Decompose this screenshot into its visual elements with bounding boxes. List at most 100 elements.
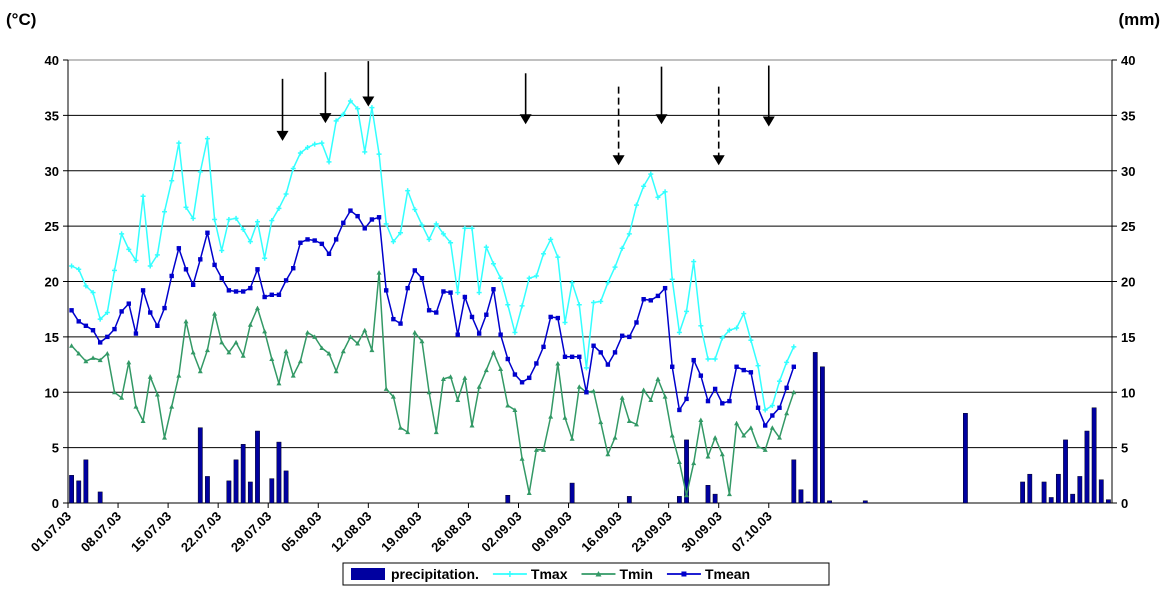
precipitation-bar [97, 491, 103, 504]
tmin-point [204, 347, 210, 353]
tmean-point [712, 386, 718, 392]
tmean-point [226, 288, 232, 293]
tmean-point [426, 308, 432, 313]
tmin-point [505, 403, 511, 408]
tmin-point [512, 407, 518, 412]
precipitation-bar [820, 366, 825, 504]
tmin-point [490, 349, 496, 355]
tmin-point [254, 305, 260, 311]
tmean-point [555, 315, 561, 321]
tmin-point [433, 429, 439, 435]
tmean-point [333, 237, 339, 242]
precipitation-bar [676, 496, 682, 504]
tmin-point [183, 318, 189, 324]
tmean-point [69, 308, 74, 313]
x-tick-label: 12.08.03 [328, 509, 374, 555]
tmin-point [126, 359, 132, 365]
tmin-point [641, 387, 647, 393]
tmin-point [347, 334, 353, 339]
tmin-point [705, 453, 711, 459]
tmean-point [791, 364, 796, 369]
tmin-point [440, 376, 446, 381]
tmean-point [612, 350, 618, 355]
tmean-point [240, 289, 246, 294]
y-tick-label-right: 0 [1121, 496, 1128, 511]
tmin-point [226, 349, 232, 355]
annotation-arrow-head [762, 116, 775, 127]
annotation-arrow-head [319, 113, 332, 124]
tmin-point [619, 395, 625, 400]
tmean-point [105, 334, 110, 340]
tmin-point [83, 358, 89, 364]
precipitation-bar [1020, 481, 1026, 504]
legend-label: Tmean [705, 566, 750, 582]
tmin-point [390, 394, 396, 399]
tmean-point [162, 305, 167, 311]
tmean-point [112, 326, 117, 332]
tmin-point [405, 429, 411, 435]
x-tick-label: 29.07.03 [228, 509, 274, 555]
tmean-point [469, 314, 475, 320]
tmin-point [90, 355, 96, 360]
tmean-point [169, 273, 174, 279]
tmean-point [762, 423, 768, 428]
tmean-point [376, 215, 382, 220]
legend-marker [681, 571, 687, 577]
tmean-point [126, 301, 131, 306]
tmin-point [247, 322, 253, 327]
tmean-point [548, 314, 553, 320]
tmean-point [341, 220, 346, 226]
tmin-point [319, 345, 325, 350]
tmin-point [297, 358, 303, 364]
tmean-point [441, 289, 446, 294]
precipitation-bar [197, 427, 203, 504]
tmean-point [262, 294, 267, 300]
precipitation-bar [963, 413, 968, 504]
tmin-point [419, 338, 425, 344]
tmean-point [491, 287, 496, 292]
tmean-point [455, 332, 460, 337]
tmean-point [412, 268, 418, 273]
tmean-point [155, 323, 160, 328]
precipitation-bar [791, 459, 797, 504]
tmin-point [476, 384, 482, 389]
tmin-point [676, 459, 682, 465]
tmean-point [677, 407, 682, 413]
tmin-point [269, 356, 275, 362]
tmin-point [340, 348, 346, 354]
y-tick-label-left: 25 [45, 219, 59, 234]
tmean-point [519, 380, 525, 385]
x-tick-label: 22.07.03 [178, 509, 224, 555]
annotation-arrow-head [362, 96, 375, 107]
tmean-point [748, 370, 754, 375]
tmin-point [734, 420, 740, 426]
tmin-point [362, 327, 368, 333]
tmin-point [769, 425, 775, 430]
precipitation-bar [1027, 473, 1033, 504]
tmean-point [198, 257, 203, 262]
tmin-point [76, 350, 82, 356]
tmin-point [240, 353, 246, 358]
tmean-point [355, 213, 360, 219]
tmean-point [705, 398, 711, 404]
x-tick-label: 23.09.03 [628, 509, 674, 555]
y-tick-label-left: 30 [45, 164, 59, 179]
right-axis-unit: (mm) [1118, 10, 1160, 29]
tmean-point [541, 344, 546, 350]
tmin-point [669, 432, 675, 438]
precipitation-bar [505, 494, 511, 504]
y-tick-label-left: 15 [45, 330, 59, 345]
tmin-point [162, 435, 168, 440]
tmean-point [577, 354, 582, 360]
tmean-point [627, 334, 632, 340]
tmin-point [69, 343, 75, 348]
tmin-point [376, 270, 382, 275]
precipitation-bar [862, 500, 868, 504]
tmean-point [140, 288, 146, 293]
tmin-point [662, 394, 668, 399]
tmin-point [633, 421, 639, 427]
x-tick-label: 30.09.03 [678, 509, 724, 555]
tmean-point [634, 320, 639, 325]
x-tick-label: 07.10.03 [728, 509, 774, 555]
